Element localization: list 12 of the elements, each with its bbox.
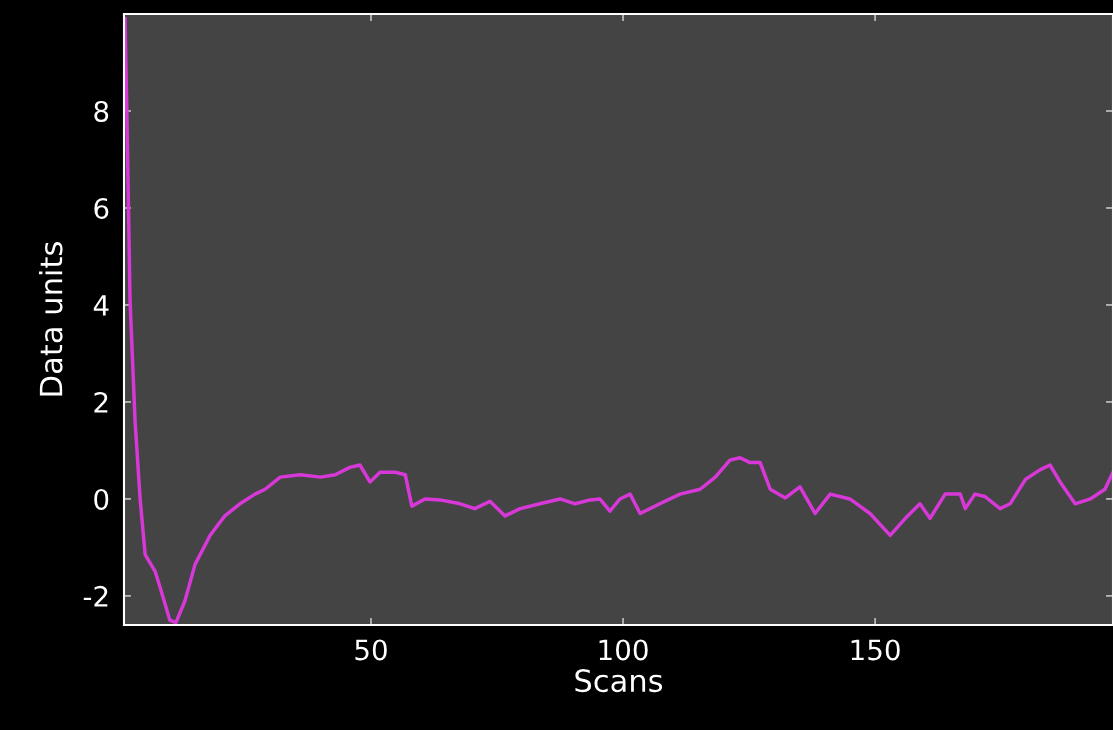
y-tick-label: 0 bbox=[94, 488, 109, 510]
y-tick-label: 4 bbox=[93, 295, 109, 316]
x-tick-label: 50 bbox=[355, 639, 387, 661]
y-tick-label: -2 bbox=[83, 585, 108, 607]
x-axis-title: Scans bbox=[575, 669, 663, 693]
y-tick-label: 8 bbox=[94, 100, 109, 122]
x-tick-label: 100 bbox=[599, 639, 648, 661]
y-axis-title: Data units bbox=[38, 242, 63, 396]
y-tick-label: 2 bbox=[94, 391, 108, 413]
y-tick-label: 6 bbox=[94, 197, 109, 219]
line-series bbox=[123, 17, 1113, 625]
x-tick-label: 150 bbox=[851, 639, 900, 661]
